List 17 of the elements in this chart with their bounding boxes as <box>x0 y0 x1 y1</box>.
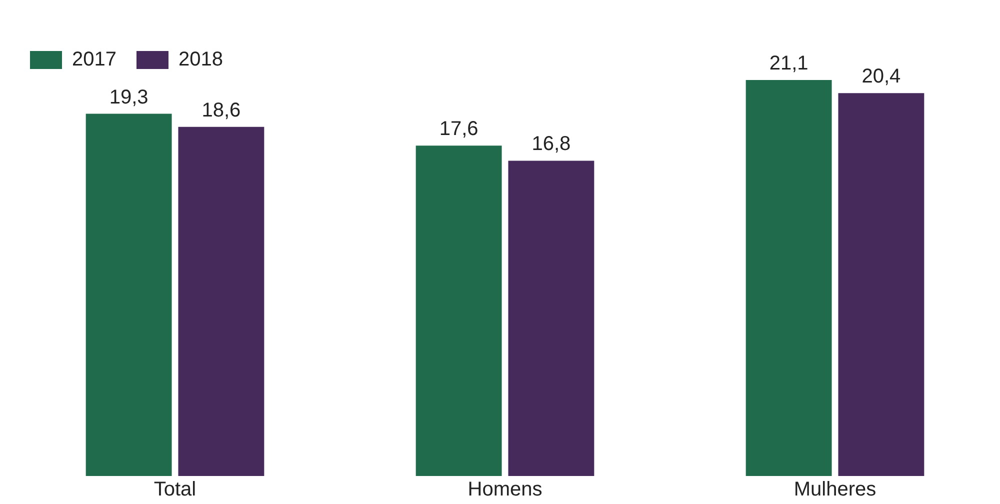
data-label: 17,6 <box>439 118 478 140</box>
legend-label: 2017 <box>72 48 116 71</box>
bar <box>178 126 264 476</box>
data-label: 18,6 <box>202 99 241 122</box>
bar <box>508 160 594 476</box>
x-tick-label: Total <box>154 478 196 501</box>
x-tick-label: Mulheres <box>794 478 876 501</box>
data-label: 19,3 <box>109 86 148 108</box>
legend-label: 2018 <box>178 48 223 71</box>
x-tick-label: Homens <box>468 478 542 501</box>
bar <box>86 114 172 476</box>
data-label: 21,1 <box>769 52 808 75</box>
data-label: 20,4 <box>862 66 901 88</box>
data-label: 16,8 <box>532 133 571 156</box>
bar <box>416 146 502 476</box>
bar <box>746 80 832 476</box>
bar <box>838 93 924 476</box>
